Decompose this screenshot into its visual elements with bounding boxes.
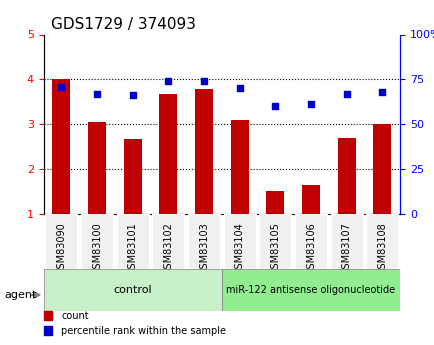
Point (93, 91, 100, 97)
Point (164, 78, 171, 84)
FancyBboxPatch shape (116, 214, 148, 269)
Text: agent: agent (4, 290, 36, 300)
Text: GSM83100: GSM83100 (92, 222, 102, 275)
Text: GSM83108: GSM83108 (377, 222, 386, 275)
Text: miR-122 antisense oligonucleotide: miR-122 antisense oligonucleotide (226, 285, 395, 295)
Bar (53, 79, 70, 214)
Text: GSM83106: GSM83106 (306, 222, 315, 275)
Bar (159, 94, 177, 214)
Point (271, 104, 278, 109)
Text: control: control (113, 285, 151, 295)
FancyBboxPatch shape (45, 214, 77, 269)
Bar (88, 122, 106, 214)
Point (58, 84, 65, 89)
Point (200, 78, 207, 84)
FancyBboxPatch shape (187, 214, 220, 269)
FancyBboxPatch shape (43, 269, 221, 310)
FancyBboxPatch shape (152, 214, 184, 269)
Bar (266, 191, 284, 214)
Text: GSM83105: GSM83105 (270, 222, 279, 275)
Point (307, 102, 314, 107)
Text: GSM83103: GSM83103 (199, 222, 208, 275)
Point (129, 93, 136, 98)
Text: GDS1729 / 374093: GDS1729 / 374093 (50, 17, 195, 32)
FancyBboxPatch shape (365, 214, 398, 269)
Bar (230, 120, 248, 214)
Bar (124, 139, 141, 214)
Legend: count, percentile rank within the sample: count, percentile rank within the sample (39, 307, 230, 340)
FancyBboxPatch shape (294, 214, 326, 269)
Bar (194, 89, 213, 214)
FancyBboxPatch shape (221, 269, 399, 310)
FancyBboxPatch shape (259, 214, 291, 269)
Point (236, 86, 243, 91)
Text: GSM83107: GSM83107 (341, 222, 351, 275)
Text: GSM83101: GSM83101 (128, 222, 137, 275)
Bar (301, 185, 319, 214)
Bar (372, 124, 391, 214)
FancyBboxPatch shape (81, 214, 113, 269)
Point (378, 89, 385, 95)
Text: GSM83104: GSM83104 (234, 222, 244, 275)
Text: GSM83102: GSM83102 (163, 222, 173, 275)
FancyBboxPatch shape (223, 214, 255, 269)
Bar (337, 138, 355, 214)
Text: GSM83090: GSM83090 (56, 222, 66, 275)
Point (342, 91, 349, 97)
FancyBboxPatch shape (330, 214, 362, 269)
